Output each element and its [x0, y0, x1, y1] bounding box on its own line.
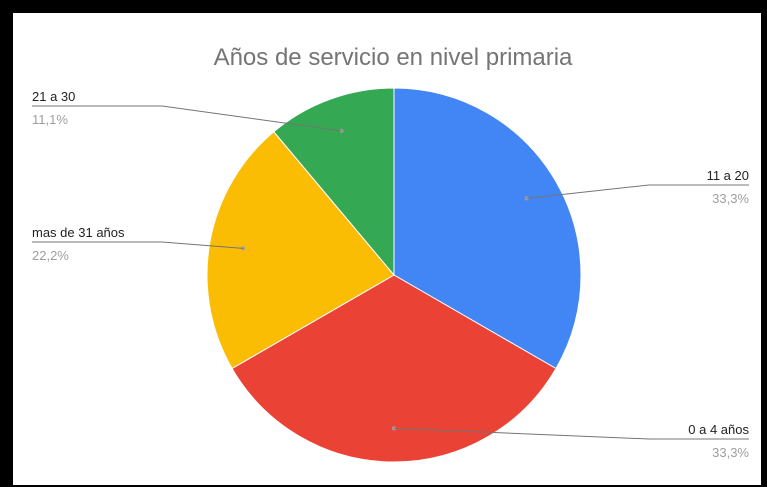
slice-percent-21-a-30: 11,1%	[32, 112, 68, 127]
slice-percent-0-a-4-anos: 33,3%	[712, 445, 749, 460]
pie-chart: Años de servicio en nivel primaria 11 a …	[13, 13, 761, 485]
slice-label-11-a-20: 11 a 20	[707, 168, 749, 183]
slice-label-21-a-30: 21 a 30	[32, 89, 75, 104]
chart-title: Años de servicio en nivel primaria	[214, 44, 573, 71]
slice-label-0-a-4-anos: 0 a 4 años	[688, 422, 749, 437]
chart-area: Años de servicio en nivel primaria 11 a …	[13, 13, 761, 485]
slice-percent-mas-de-31-anos: 22,2%	[32, 248, 69, 263]
pie-slices	[207, 88, 581, 462]
slice-percent-11-a-20: 33,3%	[712, 191, 749, 206]
slice-label-mas-de-31-anos: mas de 31 años	[32, 225, 125, 240]
